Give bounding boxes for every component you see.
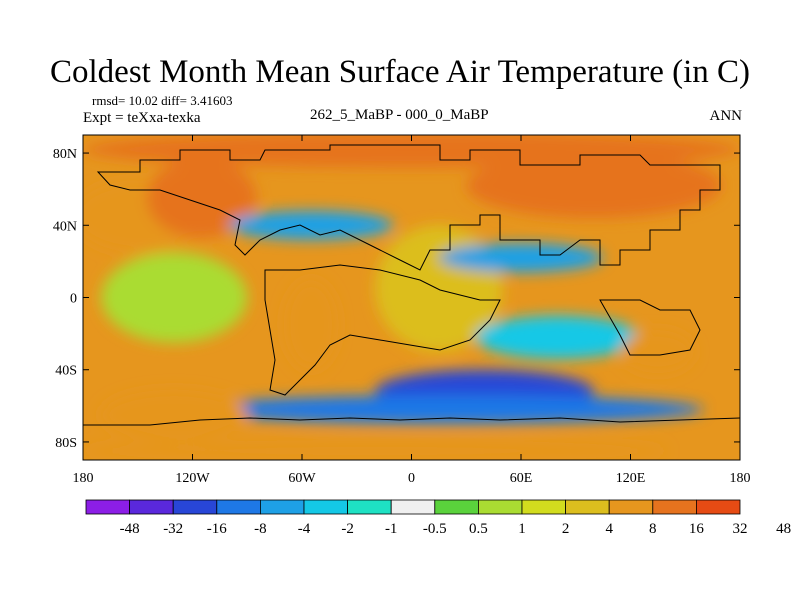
temperature-region-14 (283, 279, 339, 370)
legend-label: -1 (385, 521, 398, 537)
legend-label: -4 (298, 521, 311, 537)
legend-swatch (521, 499, 566, 515)
legend-swatch (216, 499, 261, 515)
temperature-region-10 (192, 395, 704, 424)
legend-swatch (652, 499, 697, 515)
legend-label: 1 (518, 521, 526, 537)
lon-label: 0 (408, 471, 415, 486)
temperature-region-7 (101, 252, 248, 343)
coastline-australia (599, 299, 701, 356)
temperature-region-8 (475, 315, 640, 359)
difference-label: 262_5_MaBP - 000_0_MaBP (310, 107, 489, 123)
experiment-label: Expt = teXxa-texka (83, 110, 201, 126)
lat-label: 40S (55, 364, 77, 379)
longitude-axis: 180 120W 60W 0 60E 120E 180 (73, 135, 751, 486)
legend-label: -16 (207, 521, 227, 537)
coastline-north (96, 144, 721, 271)
lon-label: 180 (73, 471, 94, 486)
legend-label: 4 (605, 521, 613, 537)
lat-label: 80S (55, 436, 77, 451)
legend-swatch (565, 499, 610, 515)
lon-label: 60E (510, 471, 533, 486)
temperature-region-2 (466, 153, 722, 219)
coastlines (83, 144, 740, 426)
legend-swatch (390, 499, 436, 515)
coastline-south (264, 264, 501, 396)
legend-swatch (259, 499, 305, 515)
season-label: ANN (709, 108, 743, 124)
legend-label: -2 (341, 521, 354, 537)
legend-label: 48 (776, 521, 791, 537)
latitude-axis: 80N 40N 0 40S 80S (53, 147, 740, 451)
lon-label: 60W (288, 471, 316, 486)
temperature-region-5 (438, 243, 604, 273)
rmsd-diff-stats: rmsd= 10.02 diff= 3.41603 (92, 93, 233, 108)
lon-label: 180 (730, 471, 751, 486)
legend-swatch (129, 499, 174, 515)
legend-label: 2 (562, 521, 570, 537)
legend-swatch (477, 499, 523, 515)
legend-swatch (303, 499, 348, 515)
temperature-region-11 (101, 389, 248, 441)
temperature-region-13 (621, 330, 695, 374)
legend-swatch (347, 499, 392, 515)
lat-label: 40N (53, 219, 77, 234)
legend-label: -0.5 (423, 521, 447, 537)
legend-swatch (696, 499, 741, 515)
legend-label: -8 (254, 521, 267, 537)
legend-label: -48 (120, 521, 140, 537)
legend-swatch (434, 499, 479, 515)
coastline-antarctica (83, 417, 740, 426)
legend-swatch (172, 499, 218, 515)
lat-label: 0 (70, 292, 77, 307)
lat-label: 80N (53, 147, 77, 162)
temperature-field (83, 135, 740, 460)
legend-label: 32 (733, 521, 748, 537)
temperature-region-6 (229, 210, 394, 240)
temperature-region-3 (146, 158, 257, 238)
legend-swatch (85, 499, 130, 515)
map-title: Coldest Month Mean Surface Air Temperatu… (50, 54, 750, 90)
map-plot-area (83, 135, 740, 460)
legend-label: 0.5 (469, 521, 488, 537)
temperature-region-12 (83, 440, 667, 460)
lon-label: 120E (616, 471, 646, 486)
legend-label: 8 (649, 521, 657, 537)
legend-label: 16 (689, 521, 705, 537)
legend-swatch (608, 499, 654, 515)
legend-label: -32 (163, 521, 183, 537)
lon-label: 120W (175, 471, 210, 486)
color-legend: -48 -32 -16 -8 -4 -2 -1 -0.5 0.5 1 2 4 8 16 32 48 (85, 499, 791, 537)
